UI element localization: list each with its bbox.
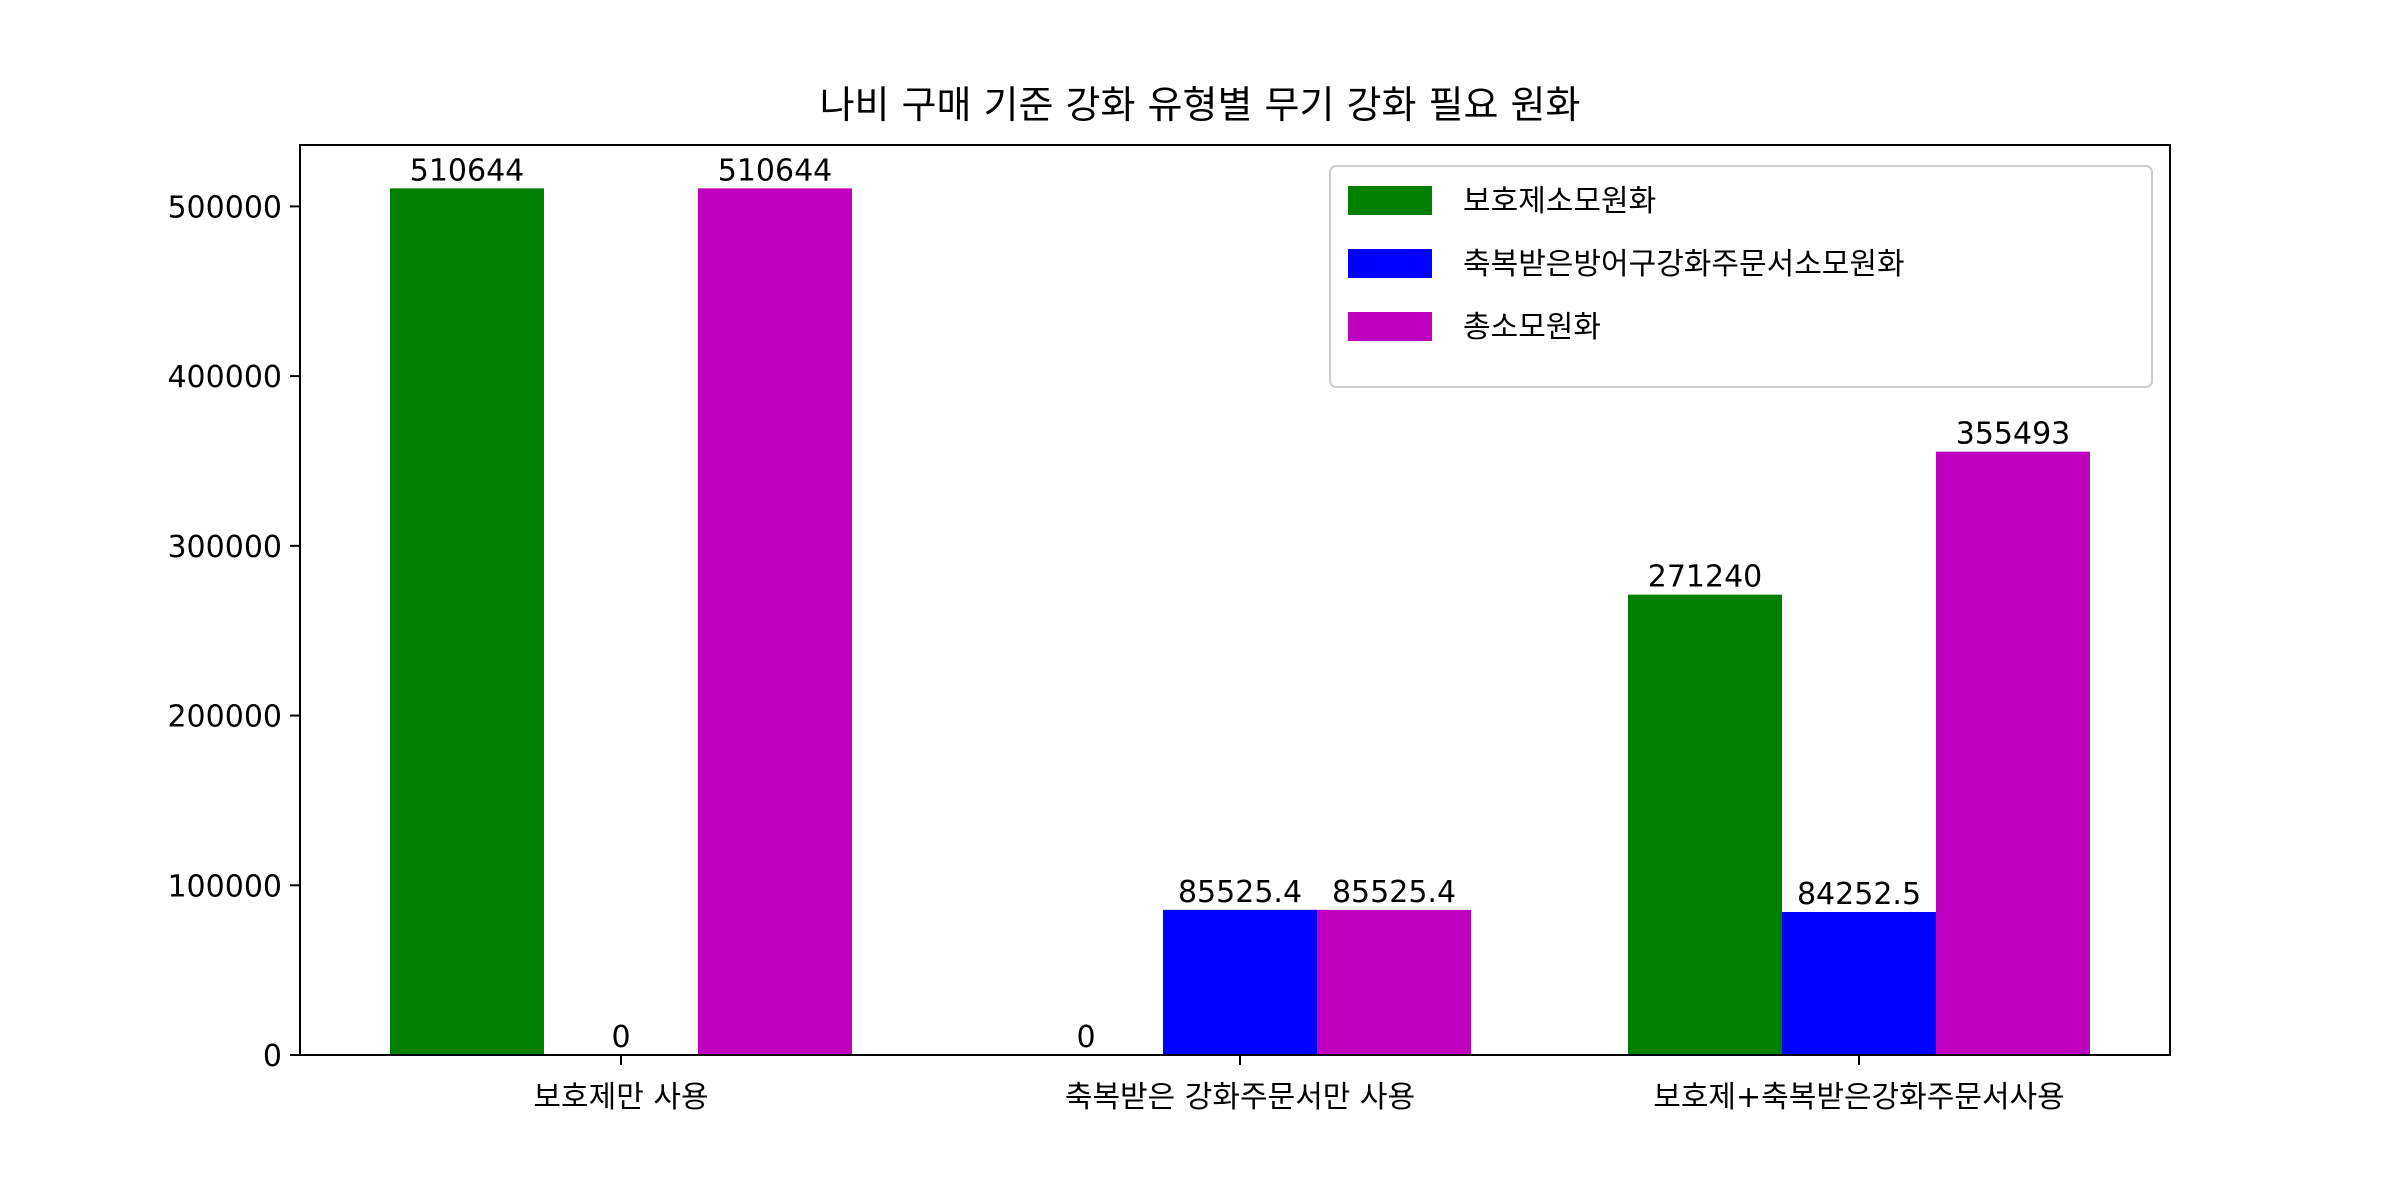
bar-value-label: 0 [1076,1020,1095,1055]
x-axis: 보호제만 사용 축복받은 강화주문서만 사용 보호제+축복받은강화주문서사용 [533,1055,2065,1115]
bar-value-label: 85525.4 [1332,875,1456,910]
legend-label: 보호제소모원화 [1463,184,1656,219]
bar-value-label: 510644 [718,153,833,188]
bar-value-label: 355493 [1956,417,2071,452]
legend-label: 축복받은방어구강화주문서소모원화 [1463,247,1905,282]
bar-labels-layer: 510644 0 271240 0 85525.4 84252.5 510644 85525.… [410,153,2071,1055]
y-tick-label: 500000 [167,190,282,225]
chart-title: 나비 구매 기준 강화 유형별 무기 강화 필요 원화 [820,83,1581,127]
x-tick-label: 축복받은 강화주문서만 사용 [1065,1080,1415,1115]
legend-swatch [1348,186,1432,215]
bar-2-3 [1782,912,1936,1055]
y-tick-label: 0 [263,1039,282,1074]
bar-value-label: 271240 [1648,560,1763,595]
y-tick-label: 400000 [167,360,282,395]
bars-layer [390,188,2090,1055]
y-axis: 0 100000 200000 300000 400000 500000 [167,190,300,1074]
bar-value-label: 84252.5 [1797,877,1921,912]
bar-value-label: 0 [611,1020,630,1055]
y-tick-label: 100000 [167,869,282,904]
y-tick-label: 300000 [167,530,282,565]
legend-box [1329,165,2153,388]
bar-3-3 [1936,451,2090,1055]
plot-frame [299,144,2171,1056]
bar-value-label: 85525.4 [1178,875,1302,910]
bar-2-2 [1163,909,1317,1055]
bar-value-label: 510644 [410,153,525,188]
bar-1-3 [1628,594,1782,1055]
legend-swatch [1348,312,1432,341]
legend-label: 총소모원화 [1463,310,1601,345]
bar-1-1 [390,188,544,1055]
legend-swatch [1348,249,1432,278]
bar-3-1 [698,188,852,1055]
x-tick-label: 보호제만 사용 [533,1080,708,1115]
x-tick-label: 보호제+축복받은강화주문서사용 [1653,1080,2065,1115]
bar-3-2 [1317,909,1471,1055]
y-tick-label: 200000 [167,700,282,735]
